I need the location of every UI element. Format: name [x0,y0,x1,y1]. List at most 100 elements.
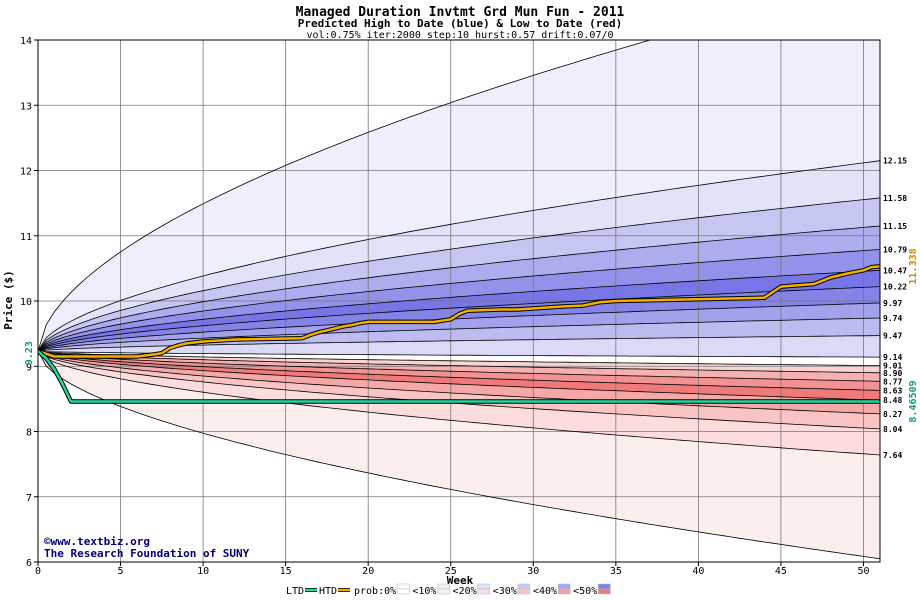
legend-prob-label-4: <40% [533,586,557,597]
chart-params: vol:0.75% iter:2000 step:10 hurst:0.57 d… [306,30,613,41]
legend-prob-swatch-blue-3 [517,583,531,590]
x-tick-label-20: 20 [362,566,374,577]
legend-prob-swatch-blue-0 [397,583,410,590]
legend-prob-swatch-blue-4 [557,583,571,590]
x-tick-label-25: 25 [445,566,457,577]
legend: LTD HTD prob:0% <10% <20% <30% <40% <50% [286,583,611,597]
x-axis-label: Week [447,574,474,587]
y-tick-label-10: 10 [20,297,32,308]
level-label-low-6: 8.04 [883,425,902,434]
watermark-line-1: ©www.textbiz.org [44,535,150,548]
band-high-3 [38,249,880,352]
y-tick-label-11: 11 [20,232,32,243]
legend-prob-label-3: <30% [493,586,517,597]
level-label-low-5: 8.27 [883,410,902,419]
level-line-low-7 [38,350,880,456]
legend-ltd-label: LTD [286,586,304,597]
level-label-low-2: 8.77 [883,377,902,386]
level-line-high-7 [38,302,880,352]
level-label-high-1: 11.58 [883,194,907,203]
level-label-high-0: 12.15 [883,157,907,166]
y-tick-label-7: 7 [26,493,32,504]
x-tick-label-15: 15 [280,566,292,577]
y-tick-label-6: 6 [26,558,32,569]
x-tick-label-10: 10 [197,566,209,577]
x-tick-label-35: 35 [610,566,622,577]
y-tick-label-14: 14 [20,36,32,47]
y-axis-label: Price ($) [2,270,15,330]
watermark-line-2: The Research Foundation of SUNY [44,547,250,560]
band-high-6 [38,303,880,352]
level-line-high-5 [38,269,880,352]
level-label-low-0: 9.01 [883,362,902,371]
band-low-6 [38,351,880,455]
level-line-high-10 [38,350,880,358]
series-htd-end-label: 11.338 [908,248,919,284]
y-tick-label-12: 12 [20,167,32,178]
legend-prob-swatch-blue-5 [598,583,611,590]
chart-title: Managed Duration Invtmt Grd Mun Fun - 20… [296,5,625,20]
band-high-8 [38,335,880,358]
level-line-high-8 [38,317,880,352]
legend-prob-swatch-blue-1 [437,583,450,590]
level-label-high-4: 10.47 [883,266,907,275]
level-label-low-3: 8.63 [883,386,902,395]
level-line-high-2 [38,197,880,352]
band-low-5 [38,351,880,429]
plot-layers [38,40,880,562]
x-tick-label-50: 50 [857,566,869,577]
level-label-low-7: 7.64 [883,451,902,460]
band-high-4 [38,270,880,352]
y-tick-label-13: 13 [20,101,32,112]
band-high-2 [38,226,880,352]
x-tick-label-45: 45 [775,566,787,577]
plot-area: 0 5 10 15 20 25 30 35 40 45 50 6 7 8 9 10 11 12 13 14 12.15 1… [20,36,919,577]
level-line-low-4 [38,350,880,401]
level-line-high-1 [38,160,880,352]
legend-prob-swatch-red-1 [437,588,450,595]
level-label-low-4: 8.48 [883,396,902,405]
level-label-high-2: 11.15 [883,222,907,231]
level-label-high-3: 10.79 [883,245,907,254]
y-tick-label-8: 8 [26,428,32,439]
level-line-low-2 [38,350,880,382]
series-htd-line [38,265,880,358]
start-price-label: 9.23 [24,341,35,365]
series-ltd-end-label: 8.46509 [908,380,919,422]
legend-prob-swatch-red-2 [477,588,490,595]
x-tick-label-5: 5 [118,566,124,577]
level-line-low-1 [38,350,880,374]
legend-prob-swatch-red-4 [557,588,571,595]
band-high-1 [38,197,880,352]
band-high-outer [38,40,880,352]
legend-prob-label-1: <10% [412,586,436,597]
level-label-high-7: 9.74 [883,314,902,323]
level-label-high-5: 10.22 [883,283,907,292]
band-high-5 [38,286,880,352]
level-line-high-3 [38,225,880,352]
legend-prob-swatch-red-3 [517,588,531,595]
band-low-0 [38,351,880,373]
level-line-low-3 [38,350,880,391]
series-ltd-line [38,350,880,403]
x-tick-label-30: 30 [527,566,539,577]
x-tick-label-40: 40 [692,566,704,577]
level-line-high-4 [38,249,880,352]
y-tick-label-9: 9 [26,362,32,373]
level-label-high-9: 9.14 [883,353,902,362]
legend-prob-label-2: <20% [453,586,477,597]
level-line-low-5 [38,350,880,415]
band-low-4 [38,351,880,414]
band-high-0 [38,160,880,352]
legend-prob-label-0: prob:0% [354,586,396,597]
legend-prob-swatch-blue-2 [477,583,490,590]
legend-prob-swatch-red-0 [397,588,410,595]
legend-htd-label: HTD [319,586,337,597]
level-label-high-8: 9.47 [883,332,902,341]
level-line-high-0 [38,40,652,352]
band-high-7 [38,318,880,352]
band-low-2 [38,351,880,391]
level-line-low-0 [38,350,880,366]
level-label-low-1: 8.90 [883,369,902,378]
